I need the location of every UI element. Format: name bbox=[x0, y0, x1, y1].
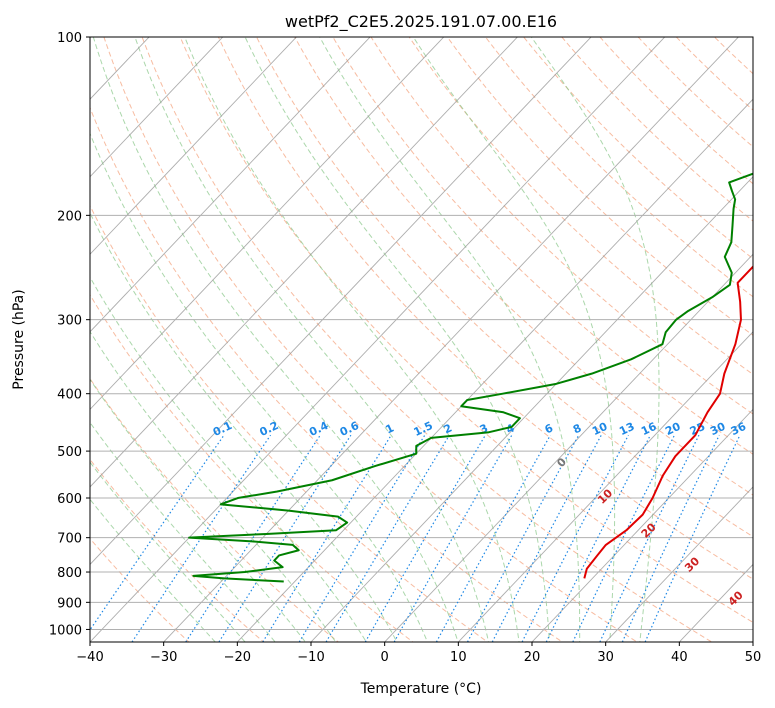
mixing-ratio-line bbox=[466, 434, 580, 642]
isotherm-line bbox=[90, 37, 224, 178]
dry-adiabat-line bbox=[370, 37, 753, 415]
moist-adiabat-line bbox=[90, 498, 216, 642]
axes: −40 −30 −20 −10 0 10 20 30 40 50 100 200 300 400 500 60… bbox=[49, 31, 761, 665]
dry-adiabat-line bbox=[141, 37, 713, 642]
background-lines bbox=[90, 37, 753, 642]
y-tick-label: 400 bbox=[57, 388, 82, 403]
isotherm-line bbox=[236, 98, 753, 642]
dry-adiabat-line bbox=[637, 37, 753, 148]
moist-adiabat-line bbox=[90, 461, 246, 642]
isotherm-line bbox=[90, 37, 519, 488]
dry-adiabat-line bbox=[103, 37, 638, 642]
dry-adiabat-line bbox=[256, 37, 753, 538]
isotherm-line bbox=[90, 37, 666, 642]
y-tick-label: 800 bbox=[57, 566, 82, 581]
dewpoint-line bbox=[188, 172, 753, 583]
isotherm-line bbox=[90, 37, 371, 333]
mixing-ratio-line bbox=[325, 434, 450, 642]
x-tick-label: 40 bbox=[671, 650, 688, 665]
moist-adiabat-line bbox=[244, 37, 550, 642]
y-axis-label: Pressure (hPa) bbox=[11, 289, 27, 389]
profile-lines bbox=[188, 172, 753, 583]
x-tick-label: 10 bbox=[450, 650, 467, 665]
x-tick-label: −40 bbox=[76, 650, 103, 665]
x-tick-label: 50 bbox=[745, 650, 762, 665]
y-tick-label: 700 bbox=[57, 532, 82, 547]
y-tick-label: 300 bbox=[57, 314, 82, 329]
mixing-ratio-line bbox=[218, 434, 352, 642]
dry-adiabat-line bbox=[179, 37, 753, 623]
isotherm-line bbox=[163, 37, 740, 642]
isotherm-line bbox=[90, 37, 592, 566]
x-tick-label: 30 bbox=[597, 650, 614, 665]
isotherm-line bbox=[384, 253, 753, 642]
moist-adiabat-line bbox=[92, 37, 459, 642]
mixing-ratio-label: 13 bbox=[617, 420, 636, 438]
mixing-ratio-line bbox=[298, 434, 426, 642]
mixing-ratio-line bbox=[90, 434, 225, 631]
dry-adiabat-line bbox=[294, 37, 753, 496]
isotherm-line bbox=[531, 408, 753, 642]
isotherm-line bbox=[90, 37, 298, 255]
y-tick-label: 600 bbox=[57, 492, 82, 507]
dry-adiabat-line bbox=[599, 37, 753, 185]
mixing-ratio-line bbox=[262, 434, 392, 642]
dry-adiabat-line bbox=[90, 293, 414, 642]
x-tick-label: −30 bbox=[150, 650, 177, 665]
mixing-ratio-label: 30 bbox=[708, 420, 728, 438]
mixing-ratio-line bbox=[364, 434, 486, 642]
temperature-line bbox=[583, 265, 753, 579]
isotherm-line bbox=[605, 486, 753, 642]
dry-adiabat-line bbox=[446, 37, 753, 336]
dry-adiabat-line bbox=[523, 37, 753, 260]
y-tick-label: 1000 bbox=[49, 623, 82, 638]
x-axis-label: Temperature (°C) bbox=[360, 681, 482, 697]
mixing-ratio-line bbox=[545, 434, 651, 642]
mixing-ratio-line bbox=[435, 434, 551, 642]
mixing-ratio-label: 36 bbox=[729, 420, 749, 438]
y-tick-label: 200 bbox=[57, 209, 82, 224]
x-tick-label: −20 bbox=[224, 650, 251, 665]
y-tick-label: 100 bbox=[57, 31, 82, 46]
x-tick-label: −10 bbox=[297, 650, 324, 665]
chart-title: wetPf2_C2E5.2025.191.07.00.E16 bbox=[285, 12, 557, 32]
dry-adiabat-line bbox=[332, 37, 753, 455]
mixing-ratio-line bbox=[521, 434, 629, 642]
y-tick-label: 900 bbox=[57, 596, 82, 611]
moist-adiabat-line bbox=[90, 211, 398, 642]
mixing-ratio-label: 20 bbox=[663, 420, 683, 438]
y-tick-label: 500 bbox=[57, 445, 82, 460]
mixing-ratio-label: 10 bbox=[590, 420, 610, 438]
moist-adiabat-line bbox=[90, 132, 429, 642]
mixing-ratio-line bbox=[572, 434, 675, 642]
dry-adiabat-line bbox=[90, 458, 265, 642]
dry-adiabat-line bbox=[217, 37, 753, 580]
dry-adiabat-line bbox=[408, 37, 753, 375]
x-tick-label: 20 bbox=[524, 650, 541, 665]
moist-adiabat-line bbox=[134, 37, 490, 642]
mixing-ratio-line bbox=[393, 434, 513, 642]
dry-adiabat-line bbox=[90, 204, 489, 642]
isotherm-line bbox=[310, 176, 753, 642]
isotherm-line bbox=[457, 331, 753, 642]
plot-frame bbox=[89, 36, 754, 643]
mixing-ratio-line bbox=[185, 434, 321, 642]
mixing-ratio-label: 16 bbox=[639, 420, 659, 438]
dry-adiabat-line bbox=[90, 537, 190, 642]
x-tick-label: 0 bbox=[381, 650, 389, 665]
dry-adiabat-line bbox=[90, 106, 564, 642]
isotherm-line bbox=[90, 37, 445, 411]
